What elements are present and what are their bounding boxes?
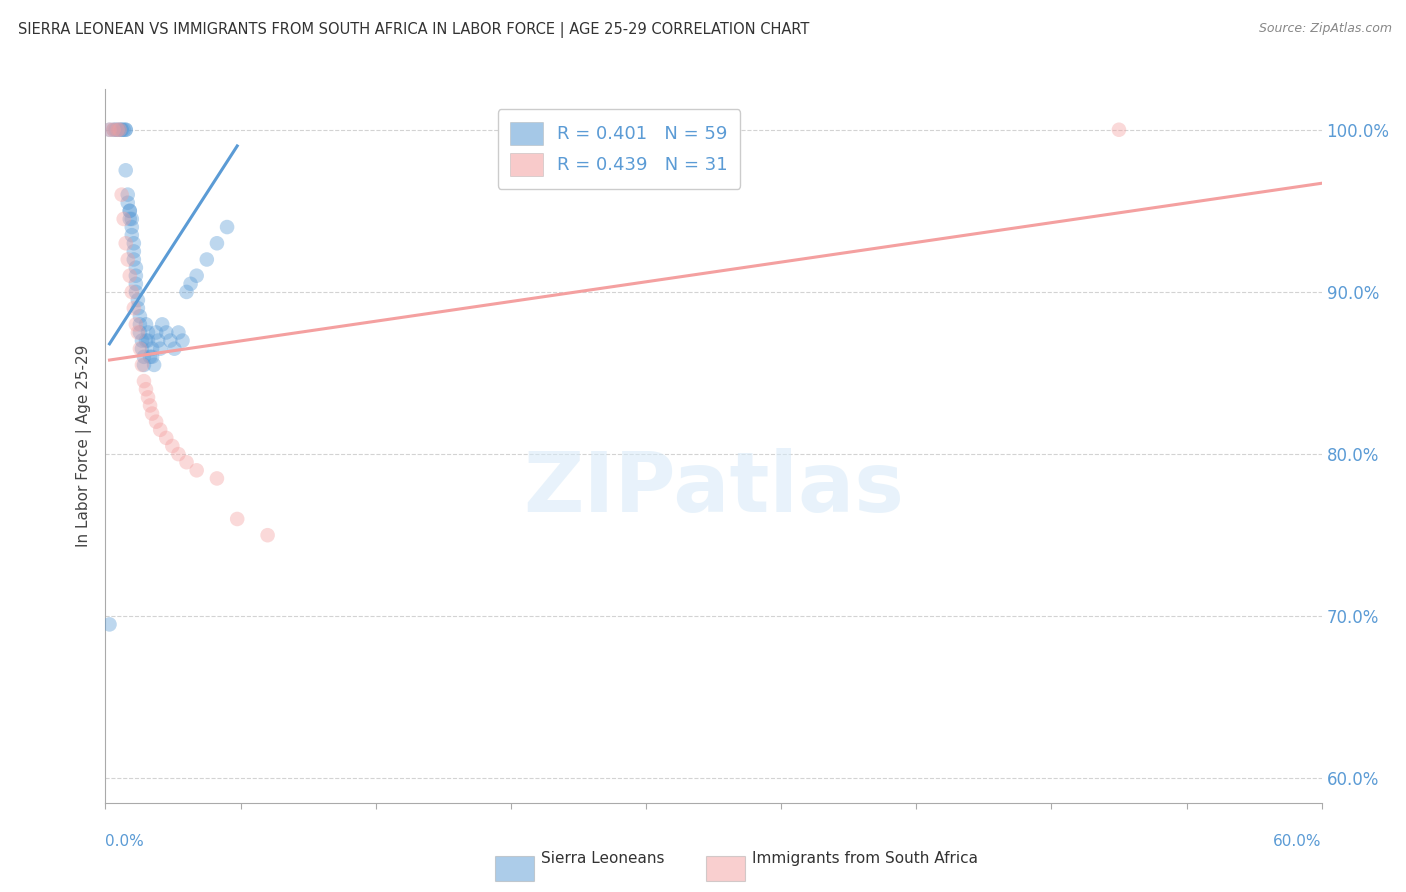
Point (122, 252, 145, 267)
Point (135, 334, 157, 348)
Point (98, 122, 121, 136)
Point (167, 326, 190, 340)
Point (141, 350, 163, 364)
Point (125, 318, 148, 332)
Point (167, 447, 190, 461)
Text: 0.0%: 0.0% (105, 834, 145, 849)
Point (145, 415, 167, 429)
Point (114, 163, 136, 178)
Point (107, 122, 129, 136)
Point (136, 334, 159, 348)
Point (107, 122, 129, 136)
Point (205, 471, 228, 485)
Point (129, 310, 152, 324)
Point (205, 236, 228, 251)
Point (129, 342, 152, 356)
Point (118, 203, 141, 218)
Point (121, 220, 143, 235)
Text: ZIPatlas: ZIPatlas (523, 449, 904, 529)
Point (186, 463, 208, 477)
Point (135, 382, 157, 396)
Point (131, 334, 153, 348)
Point (125, 277, 148, 291)
Point (111, 187, 134, 202)
Point (129, 318, 152, 332)
Point (132, 350, 155, 364)
Point (117, 252, 139, 267)
Text: SIERRA LEONEAN VS IMMIGRANTS FROM SOUTH AFRICA IN LABOR FORCE | AGE 25-29 CORREL: SIERRA LEONEAN VS IMMIGRANTS FROM SOUTH … (18, 22, 810, 38)
Point (112, 122, 135, 136)
Text: Immigrants from South Africa: Immigrants from South Africa (752, 851, 979, 865)
Point (117, 195, 139, 210)
Text: 60.0%: 60.0% (1274, 834, 1322, 849)
Point (145, 326, 167, 340)
Point (98, 617, 121, 632)
Point (122, 301, 145, 315)
Point (108, 122, 131, 136)
Point (143, 358, 166, 372)
Point (163, 342, 186, 356)
Legend: R = 0.401   N = 59, R = 0.439   N = 31: R = 0.401 N = 59, R = 0.439 N = 31 (498, 109, 741, 189)
Point (141, 407, 163, 421)
Text: Sierra Leoneans: Sierra Leoneans (541, 851, 665, 865)
Point (118, 268, 141, 283)
Point (176, 455, 198, 469)
Point (104, 122, 127, 136)
Point (1108, 122, 1130, 136)
Point (186, 268, 208, 283)
Point (122, 236, 145, 251)
Point (226, 512, 249, 526)
Point (98, 122, 121, 136)
Point (121, 211, 143, 226)
Point (108, 122, 131, 136)
Point (118, 211, 141, 226)
Point (112, 211, 135, 226)
Point (150, 318, 173, 332)
Point (103, 122, 125, 136)
Point (172, 334, 194, 348)
Point (103, 122, 125, 136)
Point (127, 326, 149, 340)
Point (114, 236, 136, 251)
Point (122, 244, 145, 259)
Point (111, 122, 134, 136)
Point (136, 390, 159, 404)
Point (114, 122, 136, 136)
Point (135, 318, 157, 332)
Point (146, 334, 169, 348)
Point (139, 399, 162, 413)
Text: Source: ZipAtlas.com: Source: ZipAtlas.com (1258, 22, 1392, 36)
Point (114, 122, 136, 136)
Point (139, 350, 162, 364)
Point (149, 342, 172, 356)
Point (155, 326, 177, 340)
Point (125, 285, 148, 299)
Point (121, 285, 143, 299)
Point (127, 293, 149, 307)
Point (129, 326, 152, 340)
Point (132, 358, 155, 372)
Point (217, 220, 239, 235)
Point (195, 252, 218, 267)
Point (180, 277, 202, 291)
Point (121, 228, 143, 243)
Point (127, 301, 149, 315)
Point (125, 260, 148, 275)
Point (118, 203, 141, 218)
Point (155, 431, 177, 445)
Point (111, 122, 134, 136)
Point (131, 342, 153, 356)
Point (136, 326, 159, 340)
Point (159, 334, 181, 348)
Point (132, 374, 155, 388)
Point (125, 268, 148, 283)
Point (141, 342, 163, 356)
Point (176, 285, 198, 299)
Point (149, 423, 172, 437)
Point (256, 528, 278, 542)
Point (162, 439, 184, 453)
Point (131, 358, 153, 372)
Point (117, 187, 139, 202)
Y-axis label: In Labor Force | Age 25-29: In Labor Force | Age 25-29 (76, 345, 93, 547)
